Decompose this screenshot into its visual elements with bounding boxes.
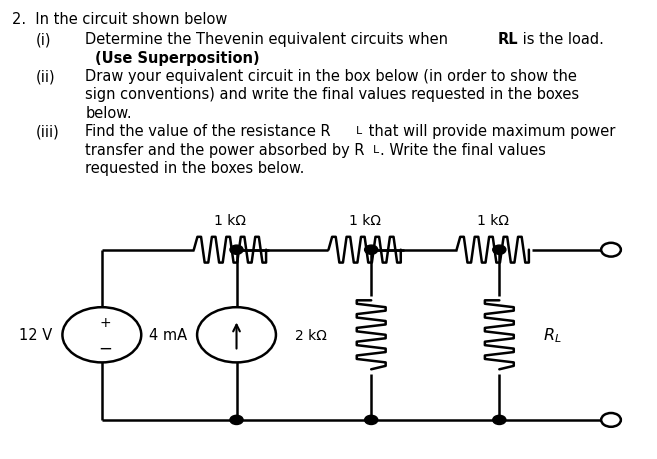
Text: L: L <box>355 126 361 136</box>
Text: below.: below. <box>85 106 132 121</box>
Circle shape <box>230 246 243 255</box>
Text: L: L <box>373 145 378 155</box>
Text: 1 kΩ: 1 kΩ <box>214 213 246 227</box>
Text: +: + <box>99 315 111 329</box>
Circle shape <box>493 246 506 255</box>
Circle shape <box>365 246 378 255</box>
Text: −: − <box>98 339 112 357</box>
Text: 4 mA: 4 mA <box>149 328 187 342</box>
Text: 1 kΩ: 1 kΩ <box>477 213 509 227</box>
Text: transfer and the power absorbed by R: transfer and the power absorbed by R <box>85 142 365 157</box>
Text: Determine the Thevenin equivalent circuits when: Determine the Thevenin equivalent circui… <box>85 32 453 47</box>
Circle shape <box>62 308 141 363</box>
Text: sign conventions) and write the final values requested in the boxes: sign conventions) and write the final va… <box>85 87 579 102</box>
Text: Find the value of the resistance R: Find the value of the resistance R <box>85 124 331 139</box>
Text: 1 kΩ: 1 kΩ <box>349 213 380 227</box>
Circle shape <box>365 415 378 425</box>
Circle shape <box>601 413 621 427</box>
Circle shape <box>230 415 243 425</box>
Text: . Write the final values: . Write the final values <box>380 142 545 157</box>
Text: that will provide maximum power: that will provide maximum power <box>364 124 616 139</box>
Text: (i): (i) <box>36 32 52 47</box>
Text: requested in the boxes below.: requested in the boxes below. <box>85 161 305 176</box>
Text: 12 V: 12 V <box>19 328 53 342</box>
Text: 2.  In the circuit shown below: 2. In the circuit shown below <box>12 11 227 27</box>
Circle shape <box>493 415 506 425</box>
Text: (iii): (iii) <box>36 124 60 139</box>
Text: (Use Superposition): (Use Superposition) <box>95 50 260 66</box>
Circle shape <box>601 243 621 257</box>
Text: 2 kΩ: 2 kΩ <box>295 328 327 342</box>
Text: is the load.: is the load. <box>518 32 604 47</box>
Circle shape <box>197 308 276 363</box>
Text: $R_L$: $R_L$ <box>543 326 562 344</box>
Text: RL: RL <box>498 32 518 47</box>
Text: Draw your equivalent circuit in the box below (in order to show the: Draw your equivalent circuit in the box … <box>85 69 578 84</box>
Text: (ii): (ii) <box>36 69 56 84</box>
